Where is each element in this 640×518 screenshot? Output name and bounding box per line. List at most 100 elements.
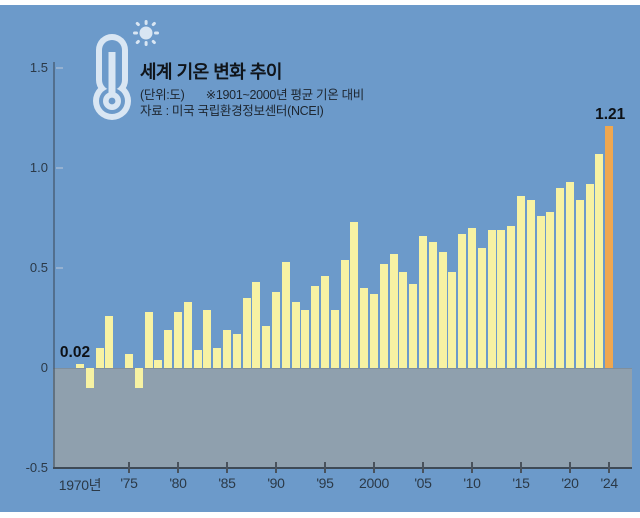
bar-1979 <box>164 330 173 368</box>
bar-2013 <box>497 230 506 368</box>
bar-1999 <box>360 288 369 368</box>
value-label-2024: 1.21 <box>595 106 626 123</box>
bar-1994 <box>311 286 320 368</box>
bar-2009 <box>458 234 467 368</box>
bar-1973 <box>105 316 114 368</box>
x-tick-label: '10 <box>463 475 481 491</box>
unit-label: (단위:도) <box>140 88 185 102</box>
bar-2018 <box>546 212 555 368</box>
bar-1991 <box>281 262 290 368</box>
y-tick-mark <box>56 67 63 69</box>
x-tick-label: '15 <box>512 475 530 491</box>
bar-1996 <box>330 310 339 368</box>
x-tick-label: '95 <box>316 475 334 491</box>
y-tick-mark <box>56 167 63 169</box>
sun-icon <box>133 20 159 46</box>
x-tick-label: 2000 <box>359 475 389 491</box>
bar-1976 <box>134 368 143 388</box>
y-axis-line <box>53 62 55 469</box>
x-tick-mark <box>471 462 473 473</box>
bar-1980 <box>174 312 182 368</box>
bar-1982 <box>193 350 202 368</box>
bar-2023 <box>595 154 604 368</box>
bar-1981 <box>183 302 192 368</box>
bar-1975 <box>125 354 133 368</box>
below-zero-band <box>53 368 632 468</box>
x-axis-line <box>53 467 632 469</box>
bar-2007 <box>438 252 447 368</box>
bar-1993 <box>301 310 310 368</box>
bar-1997 <box>340 260 349 368</box>
y-tick-label: 1.5 <box>29 60 48 75</box>
bar-2014 <box>507 226 516 368</box>
x-tick-label: '05 <box>414 475 432 491</box>
bar-2011 <box>477 248 486 368</box>
bar-2017 <box>536 216 545 368</box>
bar-1977 <box>144 312 153 368</box>
bar-1984 <box>213 348 222 368</box>
bar-1986 <box>232 334 241 368</box>
y-tick-label: -0.5 <box>25 460 48 475</box>
x-tick-mark <box>128 462 130 473</box>
bar-1987 <box>242 298 251 368</box>
bar-1985 <box>223 330 231 368</box>
bar-1972 <box>95 348 104 368</box>
bar-2015 <box>517 196 525 368</box>
x-tick-mark <box>608 462 611 473</box>
y-tick-mark <box>56 267 63 269</box>
y-tick-label: 1.0 <box>29 160 48 175</box>
x-tick-mark <box>226 462 228 473</box>
x-tick-mark <box>373 462 375 473</box>
x-tick-mark <box>422 462 424 473</box>
x-tick-mark <box>520 462 522 473</box>
bar-1992 <box>291 302 300 368</box>
x-tick-label: '20 <box>561 475 579 491</box>
y-tick-label: 0.5 <box>29 260 48 275</box>
bar-2024 <box>605 126 614 368</box>
bar-1989 <box>262 326 271 368</box>
bar-1990 <box>272 292 280 368</box>
x-tick-label: 1970년 <box>58 477 102 493</box>
thermometer-sun-icon <box>93 20 159 120</box>
bar-2010 <box>468 228 476 368</box>
bar-1970 <box>76 364 84 368</box>
bar-1988 <box>252 282 261 368</box>
x-tick-mark <box>177 462 179 473</box>
bar-2000 <box>370 294 378 368</box>
x-tick-label: '90 <box>267 475 285 491</box>
bar-2021 <box>575 200 584 368</box>
bar-2002 <box>389 254 398 368</box>
bar-1995 <box>321 276 329 368</box>
x-tick-mark <box>569 462 571 473</box>
x-tick-label: '85 <box>218 475 236 491</box>
subtitle-line: (단위:도) ※1901~2000년 평균 기온 대비 <box>140 84 364 103</box>
bar-2016 <box>526 200 535 368</box>
bar-2003 <box>399 272 408 368</box>
x-tick-label: '24 <box>600 475 619 491</box>
bar-1998 <box>350 222 359 368</box>
value-label-1970: 0.02 <box>59 344 91 361</box>
bar-2022 <box>585 184 594 368</box>
baseline-note: ※1901~2000년 평균 기온 대비 <box>205 88 365 102</box>
x-tick-label: '75 <box>120 475 138 491</box>
x-tick-mark <box>275 462 277 473</box>
bar-2001 <box>379 264 388 368</box>
bar-1971 <box>85 368 94 388</box>
bar-2008 <box>448 272 457 368</box>
x-tick-label: '80 <box>169 475 187 491</box>
bar-1983 <box>203 310 212 368</box>
x-tick-mark <box>324 462 326 473</box>
bar-2006 <box>428 242 437 368</box>
bar-2020 <box>566 182 574 368</box>
bar-1978 <box>154 360 163 368</box>
source-label: 자료 : 미국 국립환경정보센터(NCEI) <box>140 104 324 118</box>
bar-2005 <box>419 236 427 368</box>
bar-2004 <box>409 284 418 368</box>
y-tick-label: 0 <box>40 360 48 375</box>
thermometer-icon <box>93 34 131 120</box>
bar-2012 <box>487 230 496 368</box>
bar-2019 <box>556 188 565 368</box>
